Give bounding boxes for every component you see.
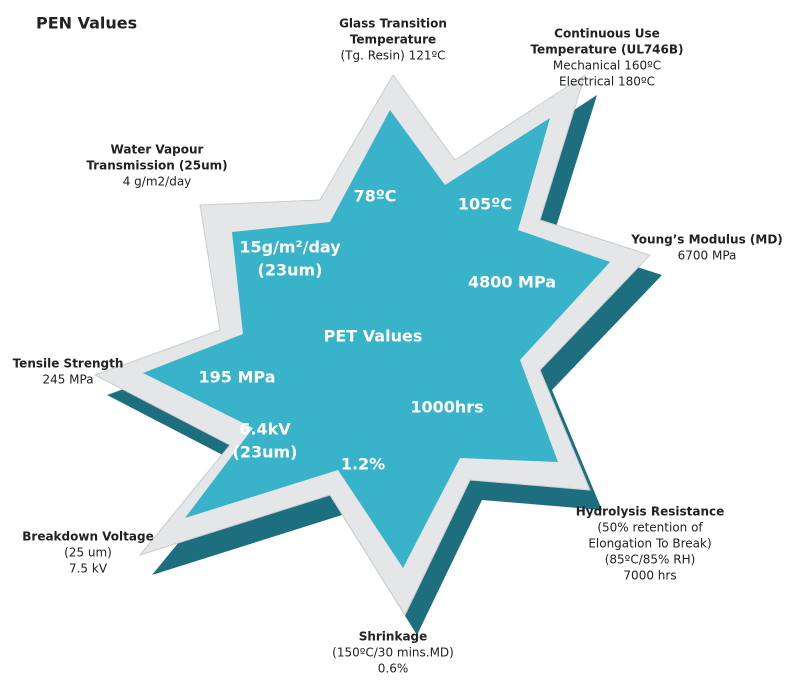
title: PEN Values	[36, 14, 137, 33]
pen-label-value: 7000 hrs	[623, 569, 676, 583]
pen-label-title: Tensile Strength	[13, 357, 124, 371]
pen-label-title: Hydrolysis Resistance	[576, 505, 725, 519]
pet-value: 105ºC	[458, 195, 512, 214]
pet-value: (23um)	[258, 261, 323, 280]
pen-label-title: Shrinkage	[359, 630, 428, 644]
pen-label-value: (Tg. Resin) 121ºC	[340, 49, 445, 63]
pen-label-title: Glass Transition	[339, 17, 447, 31]
pen-label-value: (85ºC/85% RH)	[605, 553, 696, 567]
pet-value: 6.4kV	[239, 420, 291, 439]
pen-label-value: 4 g/m2/day	[123, 175, 192, 189]
pen-label-title: Transmission (25um)	[86, 159, 227, 173]
pet-value: (23um)	[233, 443, 298, 462]
pet-value: 15g/m²/day	[239, 238, 341, 257]
pen-label-value: 6700 MPa	[678, 249, 737, 263]
pen-label-value: (150ºC/30 mins.MD)	[332, 646, 454, 660]
star-inner	[143, 110, 610, 568]
pen-label-value: Electrical 180ºC	[559, 75, 655, 89]
pet-value: 195 MPa	[199, 368, 276, 387]
pen-label-value: (25 um)	[64, 546, 112, 560]
pen-label-value: Elongation To Break)	[588, 537, 711, 551]
pen-label-value: 0.6%	[378, 662, 409, 676]
pet-value: 1.2%	[341, 455, 385, 474]
pen-label-title: Continuous Use	[554, 27, 660, 41]
pen-label-title: Water Vapour	[111, 143, 204, 157]
pen-label-value: 245 MPa	[42, 373, 93, 387]
pen-label-value: 7.5 kV	[69, 562, 108, 576]
pen-label-value: (50% retention of	[597, 521, 703, 535]
pet-value: 4800 MPa	[468, 273, 556, 292]
pet-value: 1000hrs	[410, 398, 483, 417]
pen-label-title: Young’s Modulus (MD)	[630, 233, 783, 247]
center-label: PET Values	[324, 327, 423, 346]
pen-label-value: Mechanical 160ºC	[553, 59, 661, 73]
pet-value: 78ºC	[353, 187, 396, 206]
pen-label-title: Temperature (UL746B)	[530, 43, 683, 57]
pen-label-title: Temperature	[350, 33, 436, 47]
pen-label-title: Breakdown Voltage	[22, 530, 153, 544]
